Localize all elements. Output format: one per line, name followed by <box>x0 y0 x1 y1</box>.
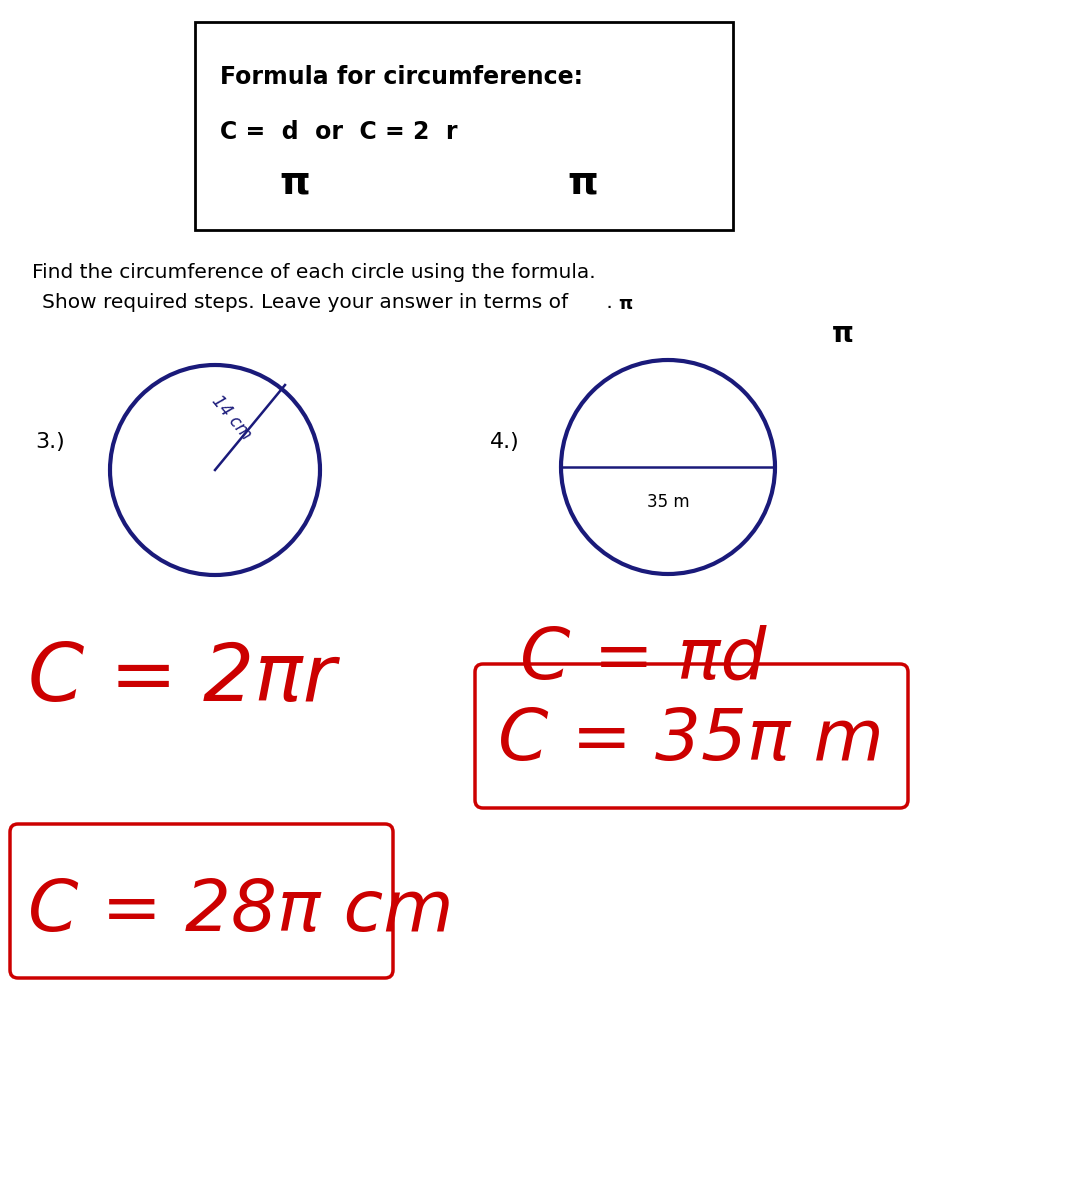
Text: π: π <box>567 163 598 201</box>
Text: Find the circumference of each circle using the formula.: Find the circumference of each circle us… <box>32 263 596 282</box>
Text: 3.): 3.) <box>35 432 65 452</box>
Text: Formula for circumference:: Formula for circumference: <box>220 65 583 89</box>
Text: π: π <box>618 295 632 313</box>
Text: C = 28π cm: C = 28π cm <box>28 877 454 946</box>
Text: π: π <box>279 163 310 201</box>
Text: Show required steps. Leave your answer in terms of      .: Show required steps. Leave your answer i… <box>42 292 613 312</box>
Bar <box>195 23 733 229</box>
Text: C = 35π m: C = 35π m <box>498 706 884 775</box>
Text: 35 m: 35 m <box>647 493 690 511</box>
Text: C = 2πr: C = 2πr <box>28 640 336 718</box>
Text: C = πd: C = πd <box>520 625 766 694</box>
Text: π: π <box>833 320 854 348</box>
Text: 4.): 4.) <box>490 432 520 452</box>
Text: 14 cm: 14 cm <box>209 392 256 443</box>
Text: C =  d  or  C = 2  r: C = d or C = 2 r <box>220 120 457 144</box>
